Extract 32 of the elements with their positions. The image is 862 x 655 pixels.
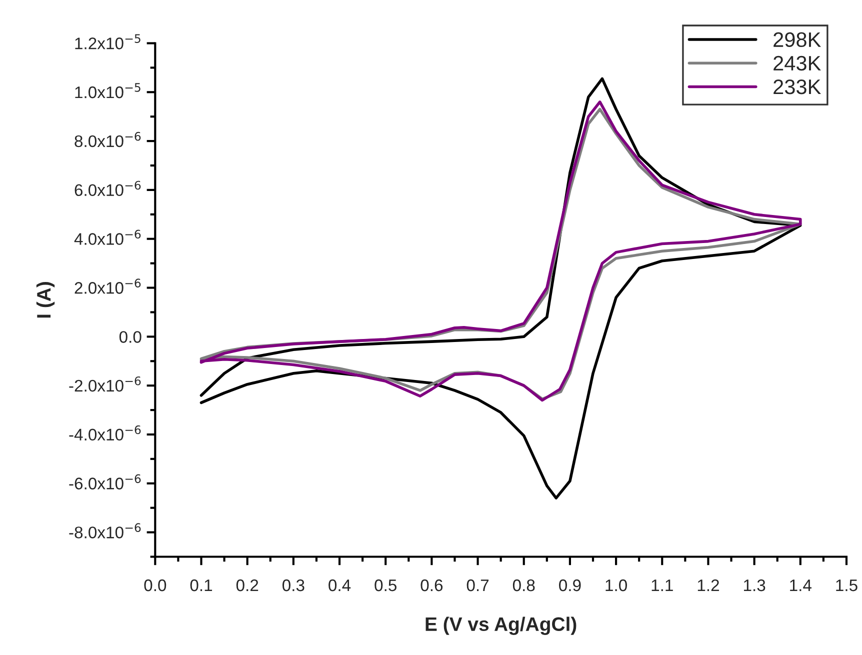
- x-tick-label: 1.0: [606, 579, 627, 592]
- legend-label: 243K: [774, 56, 821, 71]
- x-tick-label: 0.1: [190, 579, 212, 592]
- x-tick-label: 1.3: [744, 579, 766, 592]
- y-tick-label: 1.0x10$^{−5}$: [75, 83, 140, 98]
- y-tick-label: -2.0x10$^{−6}$: [69, 376, 141, 392]
- x-tick-label: 1.1: [652, 580, 673, 592]
- y-tick-label: -6.0x10$^{−6}$: [69, 474, 141, 490]
- x-tick-label: 0.0: [144, 579, 166, 592]
- y-tick-label: 1.2x10$^{−5}$: [75, 34, 140, 50]
- legend-label: 233K: [774, 79, 821, 94]
- y-tick-label: 4.0x10$^{−6}$: [74, 230, 141, 245]
- y-tick-label: 2.0x10$^{−6}$: [74, 278, 141, 294]
- y-axis-title: I (A): [36, 282, 55, 318]
- x-tick-label: 0.9: [559, 579, 581, 592]
- legend-label: 298K: [774, 32, 821, 48]
- x-tick-label: 0.6: [420, 579, 443, 592]
- x-axis-title: E (V vs Ag/AgCl): [426, 616, 576, 635]
- x-tick-label: 0.4: [328, 579, 351, 592]
- x-tick-label: 1.2: [698, 579, 719, 592]
- x-tick-label: 0.7: [466, 579, 489, 592]
- x-tick-label: 0.8: [512, 579, 535, 592]
- x-tick-label: 1.5: [836, 580, 858, 592]
- y-tick-label: 0.0: [119, 331, 142, 343]
- x-tick-label: 0.3: [282, 579, 304, 592]
- y-tick-label: 8.0x10$^{−6}$: [74, 132, 141, 148]
- y-tick-label: -4.0x10$^{−6}$: [69, 425, 141, 441]
- x-tick-label: 1.4: [790, 580, 812, 592]
- y-tick-label: 6.0x10$^{−6}$: [74, 180, 141, 196]
- y-tick-label: -8.0x10$^{−6}$: [69, 523, 141, 538]
- x-tick-label: 0.2: [236, 579, 258, 592]
- x-tick-label: 0.5: [374, 579, 396, 592]
